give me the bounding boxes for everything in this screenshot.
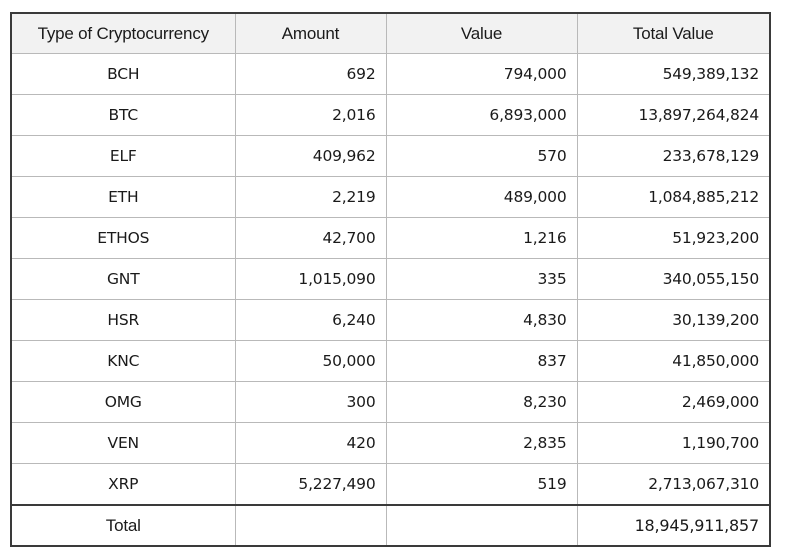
table-body: BCH 692 794,000 549,389,132 BTC 2,016 6,…: [10, 53, 771, 506]
cell-value: 2,835: [385, 422, 578, 464]
table-row: BTC 2,016 6,893,000 13,897,264,824: [10, 94, 771, 136]
table-row: VEN 420 2,835 1,190,700: [10, 422, 771, 464]
crypto-table: Type of Cryptocurrency Amount Value Tota…: [10, 12, 771, 547]
cell-type: XRP: [10, 463, 236, 506]
cell-amount: 692: [234, 53, 387, 95]
table-row: ELF 409,962 570 233,678,129: [10, 135, 771, 177]
cell-total: 30,139,200: [576, 299, 771, 341]
cell-amount: 300: [234, 381, 387, 423]
table-row: HSR 6,240 4,830 30,139,200: [10, 299, 771, 341]
table-footer: Total 18,945,911,857: [10, 504, 771, 547]
cell-type: VEN: [10, 422, 236, 464]
header-total-value: Total Value: [576, 12, 771, 54]
cell-value: 489,000: [385, 176, 578, 218]
table-row: XRP 5,227,490 519 2,713,067,310: [10, 463, 771, 506]
cell-type: OMG: [10, 381, 236, 423]
crypto-table-container: Type of Cryptocurrency Amount Value Tota…: [10, 12, 771, 547]
cell-type: BTC: [10, 94, 236, 136]
header-amount: Amount: [234, 12, 387, 54]
cell-amount: 2,016: [234, 94, 387, 136]
cell-total: 340,055,150: [576, 258, 771, 300]
table-header: Type of Cryptocurrency Amount Value Tota…: [10, 12, 771, 54]
cell-type: KNC: [10, 340, 236, 382]
cell-amount: 42,700: [234, 217, 387, 259]
cell-total: 51,923,200: [576, 217, 771, 259]
header-type: Type of Cryptocurrency: [10, 12, 236, 54]
table-row: GNT 1,015,090 335 340,055,150: [10, 258, 771, 300]
cell-amount: 420: [234, 422, 387, 464]
cell-value: 570: [385, 135, 578, 177]
cell-type: HSR: [10, 299, 236, 341]
cell-total: 1,084,885,212: [576, 176, 771, 218]
header-value: Value: [385, 12, 578, 54]
cell-amount: 409,962: [234, 135, 387, 177]
cell-amount: 1,015,090: [234, 258, 387, 300]
cell-amount: 50,000: [234, 340, 387, 382]
cell-total: 1,190,700: [576, 422, 771, 464]
cell-value: 1,216: [385, 217, 578, 259]
cell-value: 794,000: [385, 53, 578, 95]
cell-value: 335: [385, 258, 578, 300]
cell-amount: 2,219: [234, 176, 387, 218]
header-row: Type of Cryptocurrency Amount Value Tota…: [10, 12, 771, 54]
cell-value: 4,830: [385, 299, 578, 341]
cell-type: ETHOS: [10, 217, 236, 259]
cell-total: 41,850,000: [576, 340, 771, 382]
cell-type: ETH: [10, 176, 236, 218]
table-row: KNC 50,000 837 41,850,000: [10, 340, 771, 382]
cell-total: 2,469,000: [576, 381, 771, 423]
cell-total: 13,897,264,824: [576, 94, 771, 136]
table-row: ETHOS 42,700 1,216 51,923,200: [10, 217, 771, 259]
table-row: BCH 692 794,000 549,389,132: [10, 53, 771, 95]
cell-value: 519: [385, 463, 578, 506]
total-amount-cell: [234, 504, 387, 547]
total-value-cell: [385, 504, 578, 547]
cell-amount: 5,227,490: [234, 463, 387, 506]
cell-total: 2,713,067,310: [576, 463, 771, 506]
total-label: Total: [10, 504, 236, 547]
grand-total: 18,945,911,857: [576, 504, 771, 547]
table-row: OMG 300 8,230 2,469,000: [10, 381, 771, 423]
cell-value: 6,893,000: [385, 94, 578, 136]
table-row: ETH 2,219 489,000 1,084,885,212: [10, 176, 771, 218]
cell-total: 233,678,129: [576, 135, 771, 177]
cell-value: 837: [385, 340, 578, 382]
total-row: Total 18,945,911,857: [10, 504, 771, 547]
cell-type: GNT: [10, 258, 236, 300]
cell-value: 8,230: [385, 381, 578, 423]
cell-total: 549,389,132: [576, 53, 771, 95]
cell-type: BCH: [10, 53, 236, 95]
cell-type: ELF: [10, 135, 236, 177]
cell-amount: 6,240: [234, 299, 387, 341]
